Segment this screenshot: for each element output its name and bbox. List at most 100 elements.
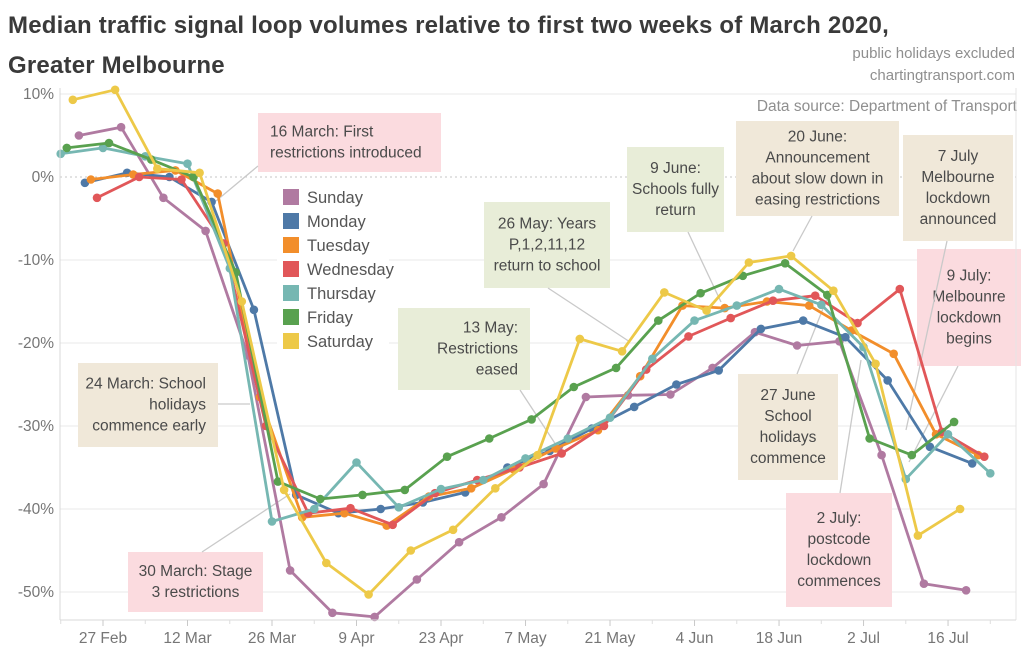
legend-label-friday[interactable]: Friday [307,309,354,327]
annotation-leader-27-june [796,295,829,375]
y-tick-label--10%: -10% [18,252,54,269]
legend-item-thursday[interactable]: Thursday [283,285,377,303]
data-point-friday [104,138,114,148]
x-tick-label-9 Apr: 9 Apr [338,630,374,647]
data-point-sunday [919,579,929,588]
annotation-text-2-july-line1: 2 July: [817,510,862,527]
annotation-text-30-march-line1: 30 March: Stage [139,563,253,580]
data-point-friday [273,477,283,486]
data-point-friday [189,172,198,182]
data-point-thursday [774,284,784,294]
data-point-wednesday [599,421,609,431]
legend-label-saturday[interactable]: Saturday [307,333,374,351]
legend-swatch-saturday[interactable] [283,333,299,349]
data-point-friday [780,259,790,268]
data-point-sunday [159,193,168,203]
legend-item-saturday[interactable]: Saturday [283,333,374,351]
annotation-text-9-june-line3: return [655,202,696,219]
annotation-text-13-may-line1: 13 May: [463,320,518,337]
data-point-sunday [74,131,84,140]
legend-swatch-tuesday[interactable] [283,237,299,253]
annotation-text-30-march-line2: 3 restrictions [152,584,240,601]
data-point-saturday [322,558,331,568]
data-point-wednesday [557,449,566,458]
legend-swatch-friday[interactable] [283,309,299,325]
annotation-box-9-june [627,147,724,232]
annotation-text-2-july-line3: lockdown [807,552,872,569]
x-tick-label-12 Mar: 12 Mar [163,630,211,647]
legend-item-wednesday[interactable]: Wednesday [283,261,395,279]
annotation-leader-9-july [908,365,959,463]
legend-item-friday[interactable]: Friday [283,309,354,327]
data-point-thursday [648,354,657,364]
x-tick-label-7 May: 7 May [504,630,546,647]
legend-label-wednesday[interactable]: Wednesday [307,261,395,279]
data-point-friday [569,382,579,392]
annotation-box-16-march [258,113,441,172]
legend-swatch-sunday[interactable] [283,189,299,205]
data-point-tuesday [466,484,476,493]
series-line-saturday [71,88,962,596]
data-point-monday [883,376,892,385]
data-point-wednesday [177,175,186,184]
data-point-wednesday [388,520,398,530]
annotation-text-7-july-line1: 7 July [938,148,979,165]
data-point-saturday [237,297,247,306]
data-point-sunday [201,226,210,236]
legend: Sunday Monday Tuesday Wednesday Thursday Frid… [277,181,395,357]
annotation-box-30-march [128,552,263,612]
annotation-text-16-march-line1: 16 March: First [270,124,374,141]
legend-swatch-thursday[interactable] [283,285,299,301]
annotation-text-20-june-line3: about slow down in [752,171,884,188]
data-point-thursday [352,458,361,467]
annotation-text-27-june-line4: commence [750,450,826,467]
annotation-text-24-march-line1: 24 March: School [85,376,206,393]
annotation-text-20-june-line2: Announcement [765,150,870,167]
credit-note: public holidays excluded [852,45,1015,62]
legend-item-tuesday[interactable]: Tuesday [283,237,370,255]
x-tick-label-23 Apr: 23 Apr [419,630,464,647]
data-source-note: Data source: Department of Transport [756,98,1017,115]
legend-label-thursday[interactable]: Thursday [307,285,377,303]
data-point-saturday [279,485,289,495]
data-point-friday [485,434,494,443]
data-point-tuesday [340,508,349,518]
y-tick-label--50%: -50% [18,584,54,601]
series-line-friday [65,141,956,501]
data-point-saturday [68,95,78,105]
data-point-wednesday [684,332,693,341]
annotation-box-24-march [78,363,218,447]
annotation-text-7-july-line3: lockdown [926,190,991,207]
data-point-tuesday [889,349,898,359]
legend-swatch-monday[interactable] [283,213,299,229]
data-point-friday [400,485,410,495]
legend-label-monday[interactable]: Monday [307,213,366,231]
series-markers-sunday [74,122,971,622]
legend-label-tuesday[interactable]: Tuesday [307,237,370,255]
data-point-saturday [913,531,923,540]
legend-swatch-wednesday[interactable] [283,261,299,277]
legend-label-sunday[interactable]: Sunday [307,189,364,207]
data-point-thursday [986,469,995,478]
data-point-monday [714,366,723,375]
annotation-box-20-june [736,121,899,216]
data-point-friday [527,415,536,424]
data-point-wednesday [980,452,989,462]
data-point-sunday [961,586,971,595]
data-point-monday [629,402,639,412]
data-point-saturday [364,590,373,599]
series-line-wednesday [95,175,986,527]
data-point-friday [865,434,874,443]
x-tick-label-26 Mar: 26 Mar [248,630,296,647]
series-lines [56,85,995,622]
annotation-text-27-june-line3: holidays [760,429,817,446]
data-point-saturday [448,525,458,535]
data-point-friday [442,452,452,462]
credit-site: chartingtransport.com [869,67,1015,84]
annotation-text-2-july-line2: postcode [808,531,871,548]
x-tick-label-27 Feb: 27 Feb [79,630,127,647]
data-point-monday [756,324,766,334]
legend-item-monday[interactable]: Monday [283,213,366,231]
annotation-text-7-july-line4: announced [920,211,997,228]
legend-item-sunday[interactable]: Sunday [283,189,364,207]
